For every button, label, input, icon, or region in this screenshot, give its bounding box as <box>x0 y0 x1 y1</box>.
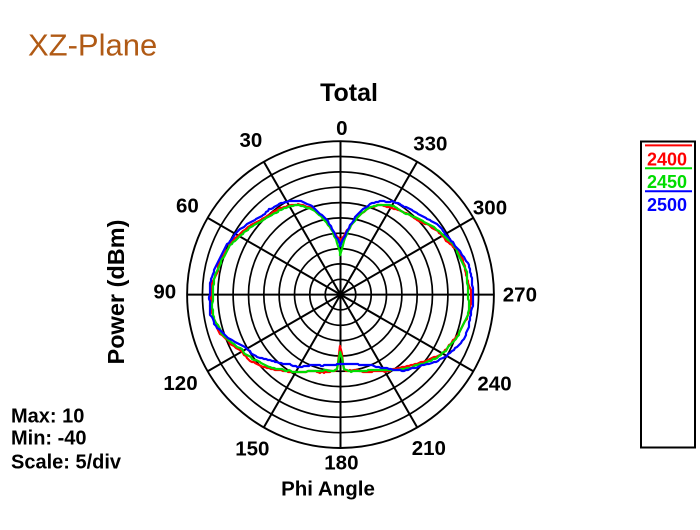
svg-text:Power (dBm): Power (dBm) <box>103 220 129 365</box>
svg-text:270: 270 <box>503 283 537 306</box>
svg-text:2400: 2400 <box>647 150 687 170</box>
svg-text:330: 330 <box>413 132 447 155</box>
svg-text:120: 120 <box>163 372 197 395</box>
svg-text:180: 180 <box>324 451 358 474</box>
svg-text:Phi Angle: Phi Angle <box>281 477 375 500</box>
svg-text:240: 240 <box>477 372 511 395</box>
svg-text:Scale: 5/div: Scale: 5/div <box>11 451 122 473</box>
svg-text:Min: -40: Min: -40 <box>11 428 87 450</box>
svg-text:XZ-Plane: XZ-Plane <box>28 28 157 63</box>
svg-text:150: 150 <box>235 438 269 461</box>
svg-text:2500: 2500 <box>647 195 687 215</box>
svg-text:90: 90 <box>153 281 176 304</box>
svg-text:300: 300 <box>473 196 507 219</box>
svg-text:210: 210 <box>412 437 446 460</box>
svg-text:60: 60 <box>176 195 199 218</box>
svg-text:30: 30 <box>239 129 262 152</box>
svg-text:2450: 2450 <box>647 172 687 192</box>
svg-text:0: 0 <box>336 117 347 140</box>
svg-text:Max: 10: Max: 10 <box>11 405 84 427</box>
svg-text:Total: Total <box>320 79 378 107</box>
